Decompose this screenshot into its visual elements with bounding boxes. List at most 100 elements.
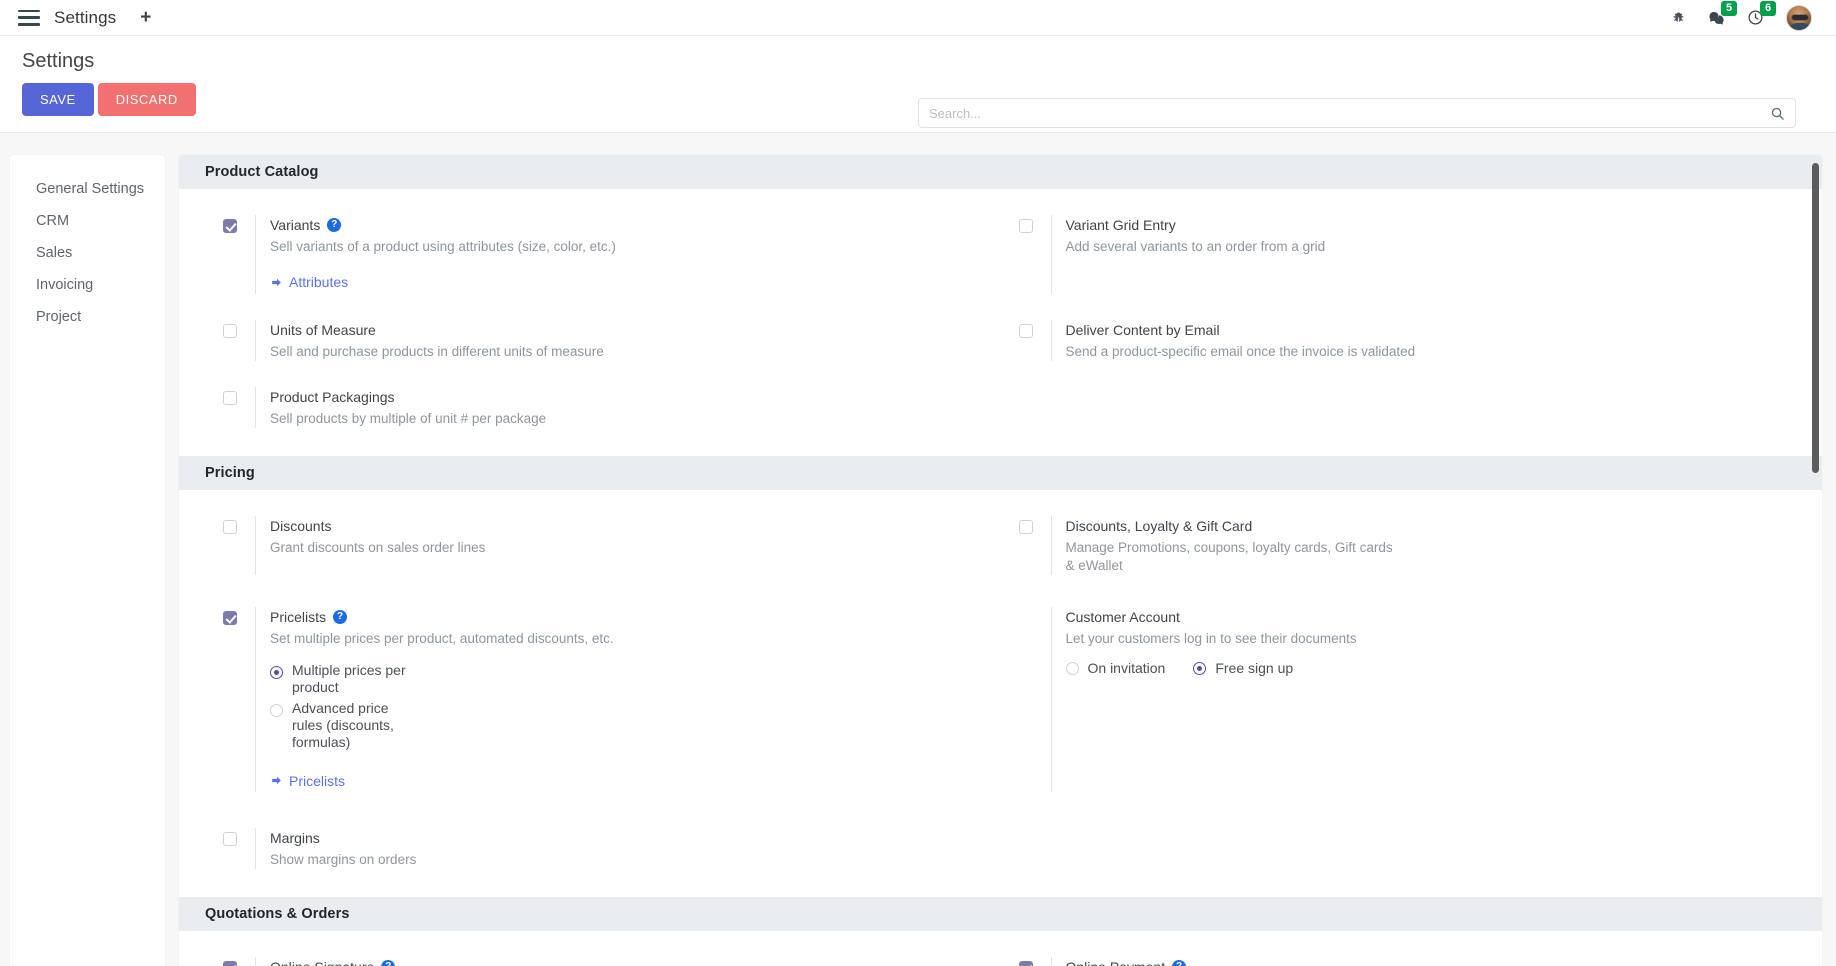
setting-discounts-loyalty-gift-card[interactable]: Discounts, Loyalty & Gift Card Manage Pr… — [1001, 508, 1797, 577]
discounts-description: Grant discounts on sales order lines — [270, 539, 486, 555]
settings-row: Product Packagings Sell products by mult… — [205, 379, 1796, 430]
variant-grid-entry-description: Add several variants to an order from a … — [1065, 239, 1326, 254]
discounts-loyalty-gift-card-label: Discounts, Loyalty & Gift Card — [1065, 517, 1253, 534]
sidebar-item-crm[interactable]: CRM — [36, 213, 70, 229]
sidebar-item-project[interactable]: Project — [36, 309, 82, 325]
radio-multiple-prices-per-product[interactable]: Multiple prices per product — [270, 662, 1001, 696]
hamburger-icon[interactable] — [18, 9, 40, 26]
sidebar-item-sales[interactable]: Sales — [36, 245, 73, 261]
setting-online-payment[interactable]: Online Payment ? Request an online payme… — [1001, 949, 1797, 966]
radio-label: On invitation — [1087, 659, 1166, 676]
online-signature-label: Online Signature — [270, 957, 374, 966]
settings-scroll-area[interactable]: Product Catalog Variants ? Sell variants… — [179, 155, 1822, 966]
deliver-content-by-email-checkbox[interactable] — [1018, 323, 1033, 338]
settings-content-panel: Product Catalog Variants ? Sell variants… — [179, 155, 1822, 966]
discounts-checkbox[interactable] — [223, 519, 237, 534]
online-payment-label: Online Payment — [1066, 957, 1166, 966]
help-icon[interactable]: ? — [381, 960, 396, 966]
radio-icon[interactable] — [1065, 661, 1079, 675]
arrow-right-icon — [272, 776, 281, 785]
margins-checkbox[interactable] — [223, 832, 237, 846]
settings-sidebar: General Settings CRM Sales Invoicing Pro… — [10, 155, 165, 966]
radio-free-sign-up[interactable]: Free sign up — [1193, 660, 1293, 677]
settings-row: Variants ? Sell variants of a product us… — [205, 207, 1796, 296]
settings-row: Online Signature ? Request an online sig… — [205, 949, 1796, 966]
setting-customer-account[interactable]: Customer Account Let your customers log … — [1001, 599, 1797, 795]
new-tab-plus-button[interactable]: + — [140, 7, 152, 28]
deliver-content-by-email-description: Send a product-specific email once the i… — [1065, 343, 1416, 359]
margins-label: Margins — [270, 830, 320, 846]
page-title: Settings — [22, 50, 95, 72]
search-icon[interactable] — [1770, 106, 1785, 121]
setting-margins[interactable]: Margins Show margins on orders — [205, 820, 1001, 871]
variants-checkbox[interactable] — [223, 219, 237, 233]
variants-label: Variants — [270, 217, 321, 233]
setting-units-of-measure[interactable]: Units of Measure Sell and purchase produ… — [205, 312, 1001, 363]
help-icon[interactable]: ? — [327, 218, 342, 232]
search-input[interactable] — [929, 105, 1770, 121]
product-packagings-label: Product Packagings — [270, 388, 395, 405]
variants-description: Sell variants of a product using attribu… — [270, 239, 616, 254]
control-panel: Settings SAVE DISCARD — [0, 36, 1836, 133]
section-header-product-catalog: Product Catalog — [179, 155, 1822, 189]
radio-label: Multiple prices per product — [292, 661, 406, 695]
section-body-product-catalog: Variants ? Sell variants of a product us… — [179, 189, 1822, 456]
online-signature-checkbox[interactable] — [223, 961, 237, 966]
scrollbar-thumb[interactable] — [1812, 163, 1819, 473]
variant-grid-entry-label: Variant Grid Entry — [1065, 217, 1176, 233]
radio-label: Advanced price rules (discounts, formula… — [292, 699, 394, 750]
margins-description: Show margins on orders — [270, 852, 417, 867]
section-body-pricing: Discounts Grant discounts on sales order… — [179, 490, 1822, 898]
section-body-quotations-orders: Online Signature ? Request an online sig… — [179, 931, 1822, 966]
setting-variant-grid-entry[interactable]: Variant Grid Entry Add several variants … — [1001, 207, 1797, 296]
discounts-loyalty-gift-card-description: Manage Promotions, coupons, loyalty card… — [1065, 539, 1393, 573]
deliver-content-by-email-label: Deliver Content by Email — [1065, 321, 1220, 338]
setting-product-packagings[interactable]: Product Packagings Sell products by mult… — [205, 379, 1001, 430]
settings-row: Margins Show margins on orders — [205, 820, 1796, 871]
help-icon[interactable]: ? — [1172, 960, 1187, 966]
sidebar-item-general-settings[interactable]: General Settings — [36, 181, 145, 197]
setting-pricelists[interactable]: Pricelists ? Set multiple prices per pro… — [205, 599, 1001, 795]
radio-label: Free sign up — [1215, 659, 1294, 676]
radio-advanced-price-rules[interactable]: Advanced price rules (discounts, formula… — [270, 700, 1001, 751]
bug-icon[interactable] — [1671, 10, 1686, 25]
discounts-loyalty-gift-card-checkbox[interactable] — [1018, 519, 1033, 534]
units-of-measure-checkbox[interactable] — [223, 323, 237, 338]
attributes-link[interactable]: Attributes — [270, 274, 348, 290]
setting-discounts[interactable]: Discounts Grant discounts on sales order… — [205, 508, 1001, 577]
setting-deliver-content-by-email[interactable]: Deliver Content by Email Send a product-… — [1001, 312, 1797, 363]
app-title: Settings — [54, 7, 117, 27]
section-header-quotations-orders: Quotations & Orders — [179, 897, 1822, 931]
empty-cell — [1001, 379, 1797, 430]
settings-row: Pricelists ? Set multiple prices per pro… — [205, 599, 1796, 795]
settings-row: Discounts Grant discounts on sales order… — [205, 508, 1796, 577]
setting-online-signature[interactable]: Online Signature ? Request an online sig… — [205, 949, 1001, 966]
content-scrollbar[interactable] — [1811, 155, 1820, 966]
arrow-right-icon — [272, 278, 281, 286]
pricelists-link-label: Pricelists — [289, 772, 346, 789]
section-header-pricing: Pricing — [179, 455, 1822, 490]
pricelists-link[interactable]: Pricelists — [270, 773, 345, 789]
setting-variants[interactable]: Variants ? Sell variants of a product us… — [205, 207, 1001, 296]
product-packagings-checkbox[interactable] — [223, 390, 237, 405]
help-icon[interactable]: ? — [333, 609, 348, 624]
search-bar[interactable] — [918, 98, 1796, 128]
radio-icon[interactable] — [270, 703, 283, 717]
discard-button[interactable]: DISCARD — [97, 83, 196, 116]
activities-clock-icon[interactable]: 6 — [1747, 1, 1777, 26]
pricelists-radio-group: Multiple prices per product Advanced pri… — [270, 662, 1001, 751]
pricelists-description: Set multiple prices per product, automat… — [270, 630, 614, 646]
activities-badge: 6 — [1760, 1, 1777, 16]
settings-workspace: General Settings CRM Sales Invoicing Pro… — [0, 133, 1836, 966]
variant-grid-entry-checkbox[interactable] — [1018, 219, 1033, 233]
radio-on-invitation[interactable]: On invitation — [1065, 659, 1166, 677]
sidebar-item-invoicing[interactable]: Invoicing — [36, 277, 94, 293]
radio-icon[interactable] — [1193, 661, 1207, 675]
pricelists-checkbox[interactable] — [223, 610, 237, 625]
save-button[interactable]: SAVE — [22, 83, 94, 116]
messages-icon[interactable]: 5 — [1708, 1, 1738, 26]
avatar[interactable] — [1786, 4, 1812, 31]
discounts-label: Discounts — [270, 517, 332, 534]
radio-icon[interactable] — [270, 665, 283, 679]
online-payment-checkbox[interactable] — [1018, 961, 1033, 966]
